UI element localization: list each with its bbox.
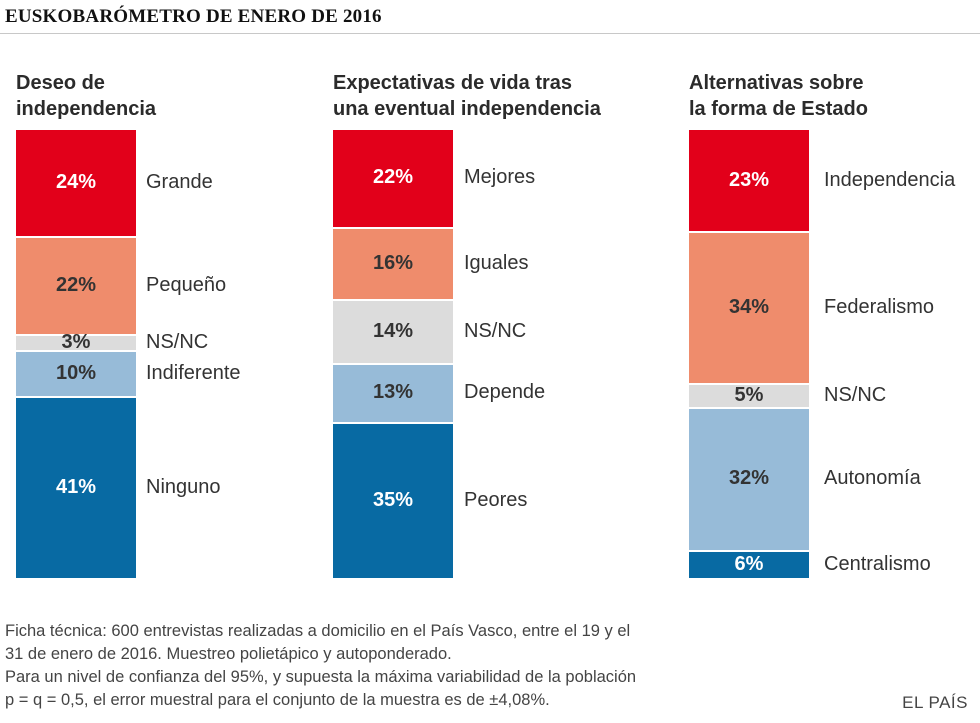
- segment-category-label: Peores: [464, 489, 528, 511]
- segment-value-label: 23%: [728, 168, 770, 191]
- segment-value-label: 34%: [728, 296, 770, 318]
- bar-segment-federalismo: [689, 233, 809, 383]
- bar-segment-ns-nc: [16, 336, 136, 350]
- panel-title: Alternativas sobre la forma de Estado: [689, 70, 980, 122]
- segment-category-label: NS/NC: [146, 331, 209, 353]
- title-divider: [0, 33, 980, 34]
- note-line: p = q = 0,5, el error muestral para el c…: [5, 691, 550, 709]
- panel-title: Deseo de independencia: [16, 70, 346, 122]
- panel-title-line: independencia: [16, 98, 157, 120]
- segment-value-label: 6%: [734, 552, 764, 575]
- segment-category-label: Iguales: [464, 252, 529, 274]
- bar-segment-mejores: [333, 130, 453, 227]
- bar-segment-iguales: [333, 228, 453, 300]
- segment-category-label: Autonomía: [824, 467, 921, 490]
- segment-category-label: Depende: [464, 381, 546, 404]
- chart-title: EUSKOBARÓMETRO DE ENERO DE 2016: [5, 6, 382, 27]
- technical-notes: Ficha técnica: 600 entrevistas realizada…: [5, 620, 805, 712]
- segment-value-label: 3%: [61, 331, 91, 353]
- segment-value-label: 13%: [372, 381, 414, 404]
- segment-category-label: Federalismo: [824, 296, 935, 318]
- bar-segment-ns-nc: [689, 384, 809, 407]
- bar-segment-grande: [16, 130, 136, 236]
- segment-value-label: 35%: [372, 489, 414, 511]
- bar-segment-pequeño: [16, 237, 136, 335]
- panel-title-line: Deseo de: [16, 72, 105, 94]
- bar-segment-depende: [333, 364, 453, 422]
- note-line: Ficha técnica: 600 entrevistas realizada…: [5, 622, 631, 640]
- panel-title: Expectativas de vida tras una eventual in…: [333, 70, 663, 122]
- segment-value-label: 16%: [372, 252, 414, 274]
- bar-segment-indiferente: [16, 351, 136, 396]
- segment-category-label: NS/NC: [824, 383, 887, 406]
- segment-category-label: Grande: [146, 170, 213, 193]
- bar-segment-peores: [333, 424, 453, 578]
- panel-title-line: Alternativas sobre: [689, 72, 864, 94]
- note-line: 31 de enero de 2016. Muestreo polietápic…: [5, 645, 452, 663]
- segment-category-label: NS/NC: [464, 320, 527, 342]
- brand-logo-text: EL PAÍS: [902, 693, 968, 712]
- segment-value-label: 14%: [372, 320, 414, 342]
- segment-category-label: Independencia: [824, 168, 956, 191]
- segment-category-label: Ninguno: [146, 475, 221, 498]
- segment-value-label: 22%: [372, 166, 414, 189]
- panel-title-line: la forma de Estado: [689, 98, 868, 120]
- segment-category-label: Mejores: [464, 166, 536, 189]
- bar-segment-centralismo: [689, 551, 809, 578]
- segment-category-label: Centralismo: [824, 552, 931, 575]
- bar-segment-ns-nc: [333, 301, 453, 363]
- segment-value-label: 22%: [55, 274, 97, 296]
- note-line: Para un nivel de confianza del 95%, y su…: [5, 668, 637, 686]
- segment-value-label: 10%: [55, 361, 97, 384]
- segment-value-label: 32%: [728, 467, 770, 490]
- panel-title-line: una eventual independencia: [333, 98, 601, 120]
- segment-category-label: Pequeño: [146, 274, 227, 296]
- segment-value-label: 41%: [55, 475, 97, 498]
- panel-title-line: Expectativas de vida tras: [333, 72, 573, 94]
- segment-value-label: 24%: [55, 170, 97, 193]
- bar-segment-ninguno: [16, 397, 136, 578]
- segment-category-label: Indiferente: [146, 361, 241, 384]
- bar-segment-autonomía: [689, 408, 809, 550]
- bar-segment-independencia: [689, 130, 809, 232]
- segment-value-label: 5%: [734, 383, 764, 406]
